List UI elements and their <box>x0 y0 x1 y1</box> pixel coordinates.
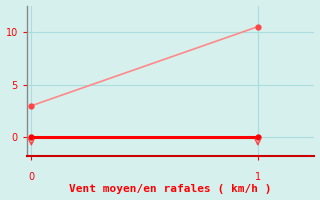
X-axis label: Vent moyen/en rafales ( km/h ): Vent moyen/en rafales ( km/h ) <box>69 184 272 194</box>
